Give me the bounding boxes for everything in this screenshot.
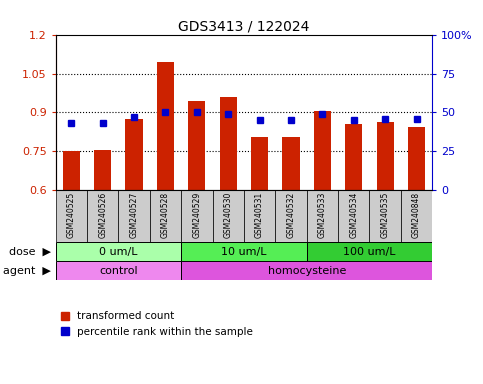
Bar <box>275 190 307 242</box>
Bar <box>251 137 268 190</box>
Text: GSM240528: GSM240528 <box>161 192 170 238</box>
Text: control: control <box>99 266 138 276</box>
Text: agent  ▶: agent ▶ <box>3 266 51 276</box>
Text: GSM240531: GSM240531 <box>255 192 264 238</box>
Bar <box>150 190 181 242</box>
Bar <box>220 97 237 190</box>
Text: GSM240532: GSM240532 <box>286 192 296 238</box>
Text: GSM240525: GSM240525 <box>67 192 76 238</box>
Text: GSM240848: GSM240848 <box>412 192 421 238</box>
Bar <box>401 190 432 242</box>
Text: GSM240526: GSM240526 <box>98 192 107 238</box>
Text: 100 um/L: 100 um/L <box>343 247 396 257</box>
Text: GSM240533: GSM240533 <box>318 192 327 238</box>
Text: GSM240530: GSM240530 <box>224 192 233 238</box>
Bar <box>157 62 174 190</box>
Bar <box>213 190 244 242</box>
Bar <box>181 190 213 242</box>
Bar <box>126 119 142 190</box>
Legend: transformed count, percentile rank within the sample: transformed count, percentile rank withi… <box>61 311 253 336</box>
Text: 0 um/L: 0 um/L <box>99 247 138 257</box>
Bar <box>377 121 394 190</box>
Bar <box>87 190 118 242</box>
Text: dose  ▶: dose ▶ <box>9 247 51 257</box>
Bar <box>314 111 331 190</box>
Text: GSM240535: GSM240535 <box>381 192 390 238</box>
Bar <box>56 190 87 242</box>
Bar <box>63 151 80 190</box>
Bar <box>408 127 425 190</box>
Bar <box>56 242 181 261</box>
Bar <box>307 190 338 242</box>
Title: GDS3413 / 122024: GDS3413 / 122024 <box>178 20 310 33</box>
Text: homocysteine: homocysteine <box>268 266 346 276</box>
Bar <box>307 242 432 261</box>
Text: 10 um/L: 10 um/L <box>221 247 267 257</box>
Bar <box>369 190 401 242</box>
Bar <box>181 242 307 261</box>
Bar <box>118 190 150 242</box>
Bar <box>56 261 181 280</box>
Text: GSM240534: GSM240534 <box>349 192 358 238</box>
Text: GSM240529: GSM240529 <box>192 192 201 238</box>
Bar <box>244 190 275 242</box>
Text: GSM240527: GSM240527 <box>129 192 139 238</box>
Bar <box>338 190 369 242</box>
Bar <box>181 261 432 280</box>
Bar <box>283 137 299 190</box>
Bar <box>345 124 362 190</box>
Bar <box>94 150 111 190</box>
Bar <box>188 101 205 190</box>
